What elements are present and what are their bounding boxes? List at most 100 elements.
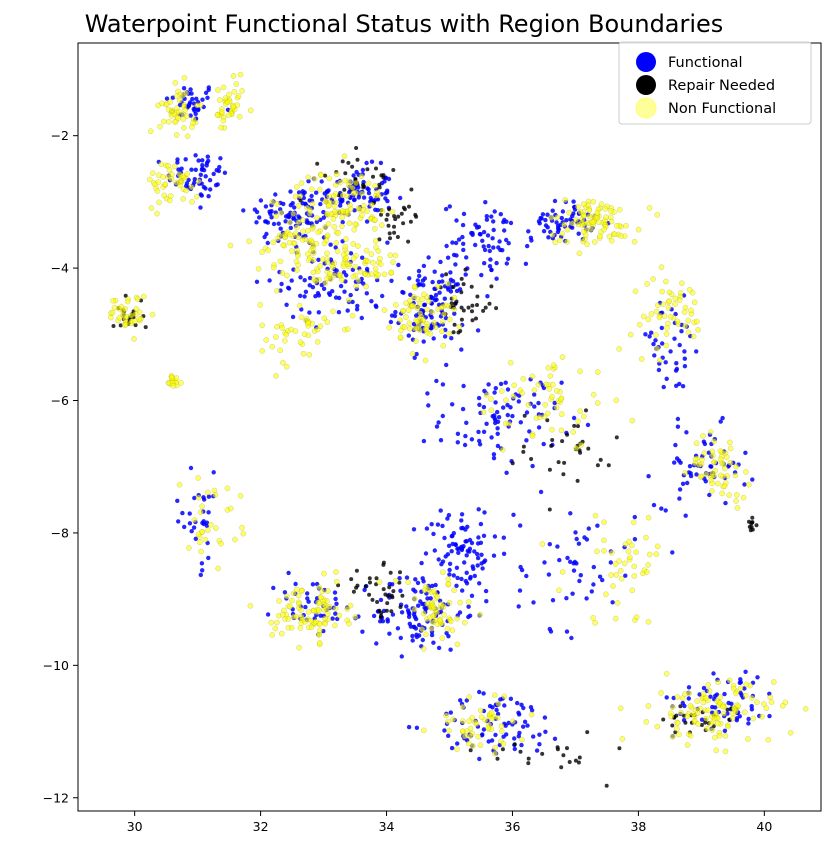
point-non-functional: [423, 326, 430, 333]
point-functional: [404, 575, 410, 580]
point-functional: [208, 187, 213, 192]
point-functional: [189, 529, 194, 534]
point-non-functional: [558, 427, 565, 434]
point-repair-needed: [617, 746, 622, 751]
point-non-functional: [184, 113, 190, 119]
point-functional: [448, 710, 453, 715]
point-functional: [449, 745, 455, 751]
point-functional: [365, 186, 370, 191]
point-non-functional: [161, 192, 167, 199]
point-functional: [414, 634, 420, 640]
point-non-functional: [552, 239, 559, 246]
point-functional: [463, 527, 468, 532]
point-non-functional: [732, 472, 739, 479]
point-non-functional: [549, 393, 555, 400]
point-repair-needed: [409, 187, 414, 192]
point-non-functional: [186, 545, 192, 551]
point-non-functional: [575, 203, 581, 210]
point-functional: [286, 570, 291, 576]
point-non-functional: [562, 197, 568, 203]
legend-marker-non-functional: [635, 97, 657, 119]
point-functional: [254, 220, 259, 225]
point-functional: [495, 409, 500, 415]
point-non-functional: [559, 411, 565, 417]
point-functional: [684, 430, 689, 435]
point-functional: [680, 481, 686, 486]
point-non-functional: [290, 210, 297, 217]
point-non-functional: [625, 548, 632, 555]
point-functional: [291, 216, 296, 221]
point-functional: [632, 514, 637, 520]
point-repair-needed: [452, 322, 457, 327]
point-non-functional: [406, 320, 413, 327]
point-non-functional: [663, 670, 670, 677]
point-non-functional: [158, 161, 164, 167]
point-repair-needed: [459, 317, 464, 322]
point-non-functional: [584, 241, 590, 248]
point-non-functional: [294, 247, 301, 254]
point-functional: [484, 421, 489, 426]
point-non-functional: [459, 704, 466, 710]
point-non-functional: [347, 206, 354, 212]
point-functional: [674, 383, 679, 388]
point-non-functional: [339, 223, 345, 229]
point-non-functional: [428, 626, 435, 632]
point-functional: [545, 212, 550, 217]
point-functional: [434, 378, 439, 384]
point-non-functional: [329, 264, 336, 271]
point-functional: [518, 523, 523, 528]
point-non-functional: [654, 345, 660, 352]
point-functional: [202, 497, 207, 502]
point-functional: [475, 555, 481, 561]
point-functional: [531, 600, 536, 605]
point-functional: [206, 85, 211, 90]
point-functional: [385, 619, 390, 624]
point-non-functional: [351, 226, 358, 233]
point-functional: [414, 313, 419, 318]
point-functional: [475, 541, 481, 546]
point-repair-needed: [392, 230, 397, 235]
point-functional: [670, 550, 675, 555]
point-functional: [421, 263, 427, 269]
point-non-functional: [498, 723, 505, 729]
point-non-functional: [461, 619, 468, 626]
point-functional: [455, 431, 461, 436]
point-functional: [360, 167, 366, 173]
point-repair-needed: [529, 457, 534, 461]
point-functional: [318, 613, 323, 618]
point-functional: [477, 442, 483, 447]
point-functional: [416, 622, 422, 628]
point-non-functional: [603, 591, 609, 598]
point-functional: [442, 728, 447, 733]
point-non-functional: [613, 397, 620, 404]
point-repair-needed: [459, 305, 464, 310]
point-non-functional: [449, 627, 456, 634]
point-functional: [491, 245, 496, 250]
point-functional: [364, 291, 369, 296]
point-functional: [211, 171, 216, 177]
point-non-functional: [212, 525, 219, 531]
point-functional: [722, 691, 727, 697]
point-functional: [411, 527, 417, 532]
x-tick-label: 38: [630, 819, 646, 834]
point-functional: [460, 234, 465, 240]
point-functional: [697, 692, 702, 697]
point-functional: [508, 405, 513, 410]
point-non-functional: [156, 199, 162, 206]
point-non-functional: [321, 606, 327, 613]
point-functional: [305, 591, 310, 596]
point-functional: [468, 576, 473, 581]
point-functional: [536, 400, 541, 406]
point-non-functional: [717, 448, 724, 454]
point-functional: [492, 209, 497, 214]
point-functional: [276, 221, 281, 226]
point-non-functional: [259, 249, 265, 255]
point-functional: [399, 654, 404, 659]
point-functional: [482, 247, 488, 253]
point-functional: [444, 243, 449, 249]
point-functional: [526, 229, 531, 234]
point-non-functional: [175, 115, 181, 122]
point-non-functional: [454, 746, 460, 753]
point-non-functional: [446, 727, 452, 734]
point-non-functional: [370, 259, 376, 266]
